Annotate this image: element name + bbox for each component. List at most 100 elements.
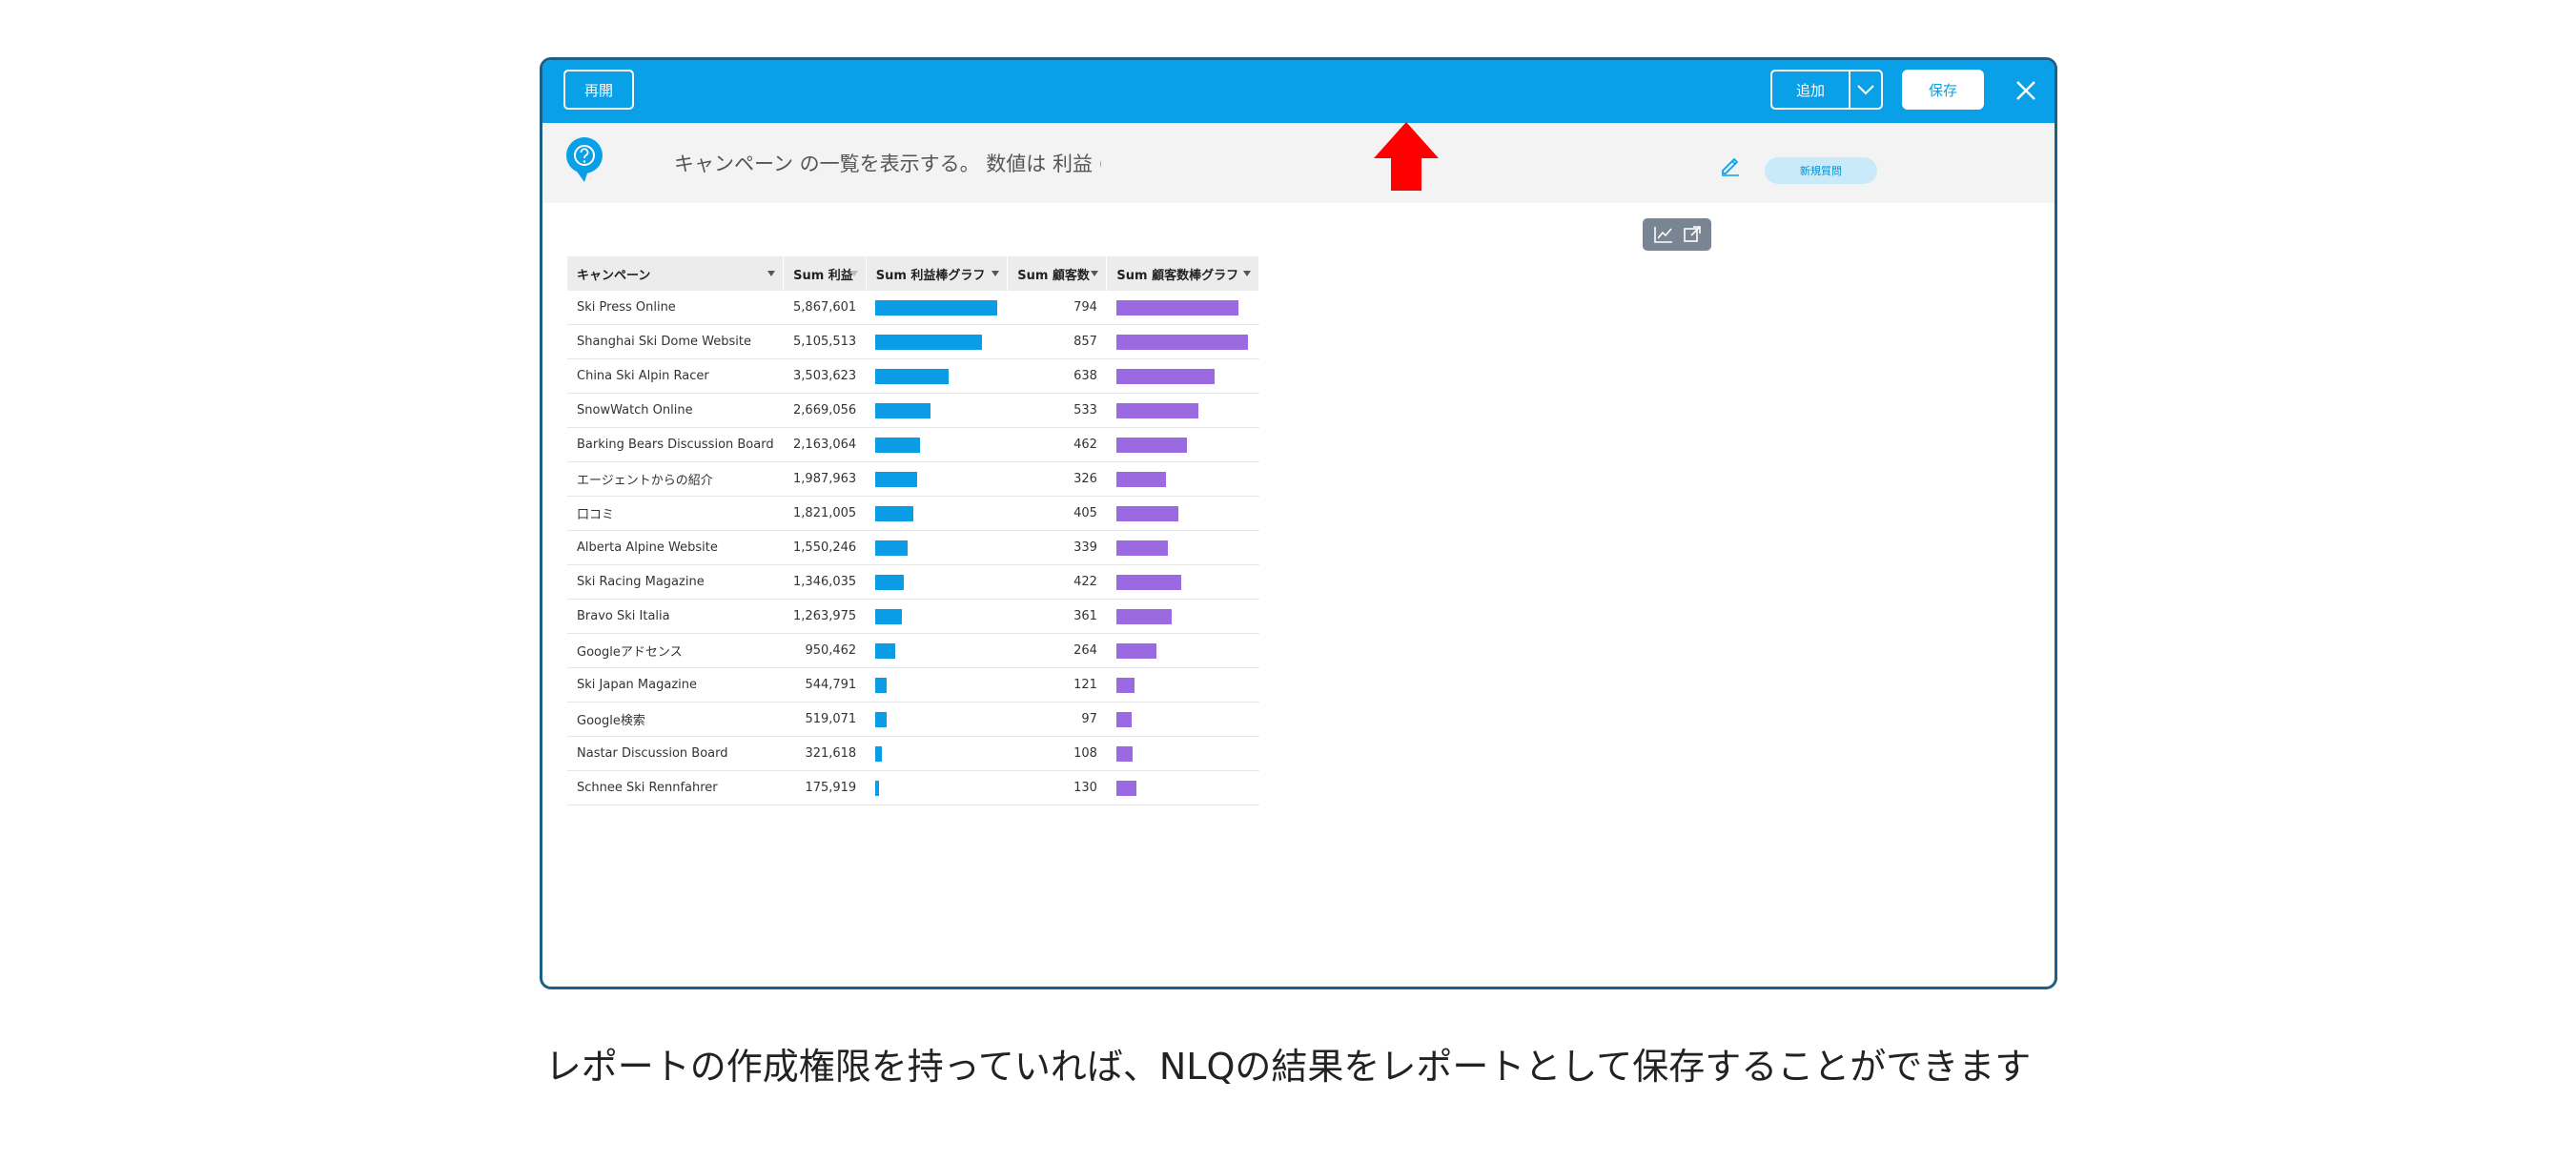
cell-customers: 462 — [1007, 427, 1107, 462]
table-row[interactable]: Ski Racing Magazine 1,346,035 422 — [567, 564, 1259, 600]
cell-profit-bar — [866, 633, 1008, 668]
cell-profit: 1,263,975 — [783, 599, 867, 634]
question-bubble-icon — [566, 137, 603, 182]
profit-bar — [875, 402, 931, 418]
cell-profit: 519,071 — [783, 702, 867, 737]
save-button[interactable]: 保存 — [1902, 70, 1984, 110]
table-row[interactable]: 口コミ 1,821,005 405 — [567, 496, 1259, 531]
add-button[interactable]: 追加 — [1770, 70, 1850, 110]
cell-customers-bar — [1106, 599, 1259, 634]
table-row[interactable]: Google検索 519,071 97 — [567, 702, 1259, 737]
header-customers-bar[interactable]: Sum 顧客数棒グラフ — [1106, 256, 1259, 291]
header-profit-bar[interactable]: Sum 利益棒グラフ — [866, 256, 1009, 291]
nlq-question-text[interactable]: キャンペーン の一覧を表示する。 数値は 利益 (合計) と 顧客数 (合計) … — [674, 153, 1101, 175]
table-row[interactable]: Ski Japan Magazine 544,791 121 — [567, 667, 1259, 703]
cell-customers: 405 — [1007, 496, 1107, 531]
cell-campaign: Bravo Ski Italia — [567, 599, 784, 634]
cell-customers: 794 — [1007, 291, 1107, 325]
cell-profit-bar — [866, 736, 1008, 771]
cell-profit-bar — [866, 496, 1008, 531]
cell-customers-bar — [1106, 393, 1259, 428]
cell-customers-bar — [1106, 461, 1259, 497]
cell-campaign: Nastar Discussion Board — [567, 736, 784, 771]
cell-customers: 130 — [1007, 770, 1107, 805]
table-header-row: キャンペーン Sum 利益 Sum 利益棒グラフ Sum 顧客数 Sum 顧客数… — [567, 256, 1259, 291]
cell-campaign: Ski Press Online — [567, 291, 784, 325]
sort-caret-icon — [1243, 271, 1251, 276]
external-link-icon — [1683, 226, 1701, 242]
cell-profit-bar — [866, 599, 1008, 634]
header-customers-label: Sum 顧客数 — [1017, 268, 1090, 283]
customers-bar — [1115, 299, 1238, 316]
header-profit-label: Sum 利益 — [793, 268, 853, 283]
cell-profit-bar — [866, 667, 1008, 703]
cell-customers: 121 — [1007, 667, 1107, 703]
customers-bar — [1115, 780, 1136, 796]
table-row[interactable]: エージェントからの紹介 1,987,963 326 — [567, 461, 1259, 497]
table-row[interactable]: Schnee Ski Rennfahrer 175,919 130 — [567, 770, 1259, 805]
cell-profit: 5,867,601 — [783, 291, 867, 325]
table-row[interactable]: Nastar Discussion Board 321,618 108 — [567, 736, 1259, 771]
customers-bar — [1115, 540, 1169, 556]
new-question-button[interactable]: 新規質問 — [1765, 157, 1877, 184]
profit-bar — [875, 540, 909, 556]
nlq-question-bar: キャンペーン の一覧を表示する。 数値は 利益 (合計) と 顧客数 (合計) … — [542, 123, 2055, 203]
close-icon — [2016, 81, 2035, 100]
profit-bar — [875, 711, 887, 727]
customers-bar — [1115, 711, 1132, 727]
customers-bar — [1115, 402, 1198, 418]
cell-customers-bar — [1106, 770, 1259, 805]
table-row[interactable]: Googleアドセンス 950,462 264 — [567, 633, 1259, 668]
profit-bar — [875, 677, 888, 693]
cell-profit-bar — [866, 427, 1008, 462]
cell-profit: 2,669,056 — [783, 393, 867, 428]
add-dropdown-button[interactable] — [1849, 70, 1883, 110]
line-chart-button[interactable] — [1653, 225, 1674, 244]
sort-caret-icon — [1091, 271, 1099, 276]
sort-caret-icon — [849, 271, 858, 276]
report-table: キャンペーン Sum 利益 Sum 利益棒グラフ Sum 顧客数 Sum 顧客数… — [567, 256, 1259, 805]
table-row[interactable]: China Ski Alpin Racer 3,503,623 638 — [567, 358, 1259, 394]
cell-customers-bar — [1106, 736, 1259, 771]
profit-bar — [875, 608, 902, 624]
cell-profit: 5,105,513 — [783, 324, 867, 359]
header-campaign[interactable]: キャンペーン — [567, 256, 785, 291]
red-arrow-icon — [1374, 122, 1439, 191]
pencil-icon[interactable] — [1719, 153, 1742, 176]
cell-profit: 2,163,064 — [783, 427, 867, 462]
chart-tools — [1643, 218, 1711, 251]
table-row[interactable]: Barking Bears Discussion Board 2,163,064 4… — [567, 427, 1259, 462]
cell-profit-bar — [866, 564, 1008, 600]
table-row[interactable]: Ski Press Online 5,867,601 794 — [567, 291, 1259, 325]
header-customers[interactable]: Sum 顧客数 — [1007, 256, 1108, 291]
cell-profit: 544,791 — [783, 667, 867, 703]
customers-bar — [1115, 368, 1215, 384]
cell-campaign: Ski Racing Magazine — [567, 564, 784, 600]
cell-profit-bar — [866, 358, 1008, 394]
table-row[interactable]: Bravo Ski Italia 1,263,975 361 — [567, 599, 1259, 634]
sort-caret-icon — [992, 271, 1000, 276]
cell-profit-bar — [866, 461, 1008, 497]
header-profit[interactable]: Sum 利益 — [783, 256, 867, 291]
profit-bar — [875, 642, 895, 659]
close-button[interactable] — [2009, 73, 2043, 108]
cell-campaign: Alberta Alpine Website — [567, 530, 784, 565]
header-campaign-label: キャンペーン — [577, 268, 651, 283]
resume-button[interactable]: 再開 — [563, 70, 634, 110]
customers-bar — [1115, 437, 1188, 453]
customers-bar — [1115, 334, 1248, 350]
cell-customers: 857 — [1007, 324, 1107, 359]
header-profit-bar-label: Sum 利益棒グラフ — [875, 268, 986, 283]
table-row[interactable]: SnowWatch Online 2,669,056 533 — [567, 393, 1259, 428]
profit-bar — [875, 505, 913, 521]
cell-customers: 339 — [1007, 530, 1107, 565]
table-row[interactable]: Shanghai Ski Dome Website 5,105,513 857 — [567, 324, 1259, 359]
table-row[interactable]: Alberta Alpine Website 1,550,246 339 — [567, 530, 1259, 565]
open-external-button[interactable] — [1683, 225, 1702, 244]
cell-campaign: Google検索 — [567, 702, 784, 737]
cell-campaign: Ski Japan Magazine — [567, 667, 784, 703]
cell-profit-bar — [866, 702, 1008, 737]
customers-bar — [1115, 471, 1167, 487]
sort-caret-icon — [767, 271, 776, 276]
cell-customers-bar — [1106, 324, 1259, 359]
